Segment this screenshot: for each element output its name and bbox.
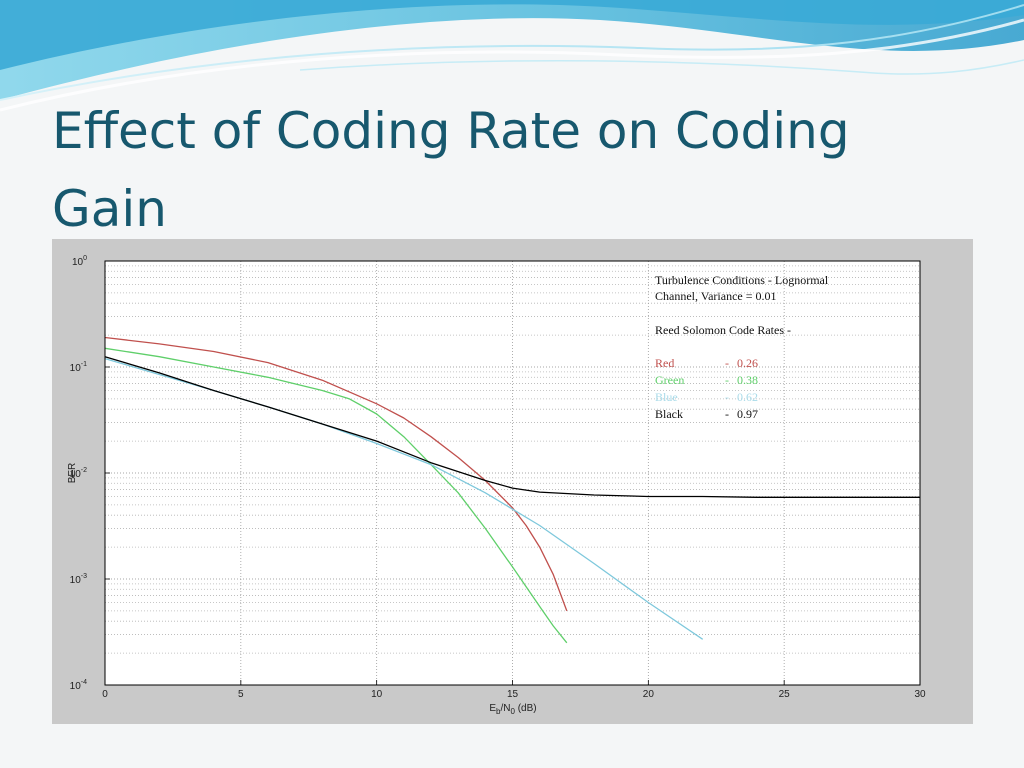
- x-axis-label: Eb/N0 (dB): [489, 703, 536, 716]
- x-tick-label: 5: [238, 689, 244, 700]
- x-tick-label: 30: [914, 689, 926, 700]
- x-tick-label: 10: [371, 689, 383, 700]
- legend-green-dash: -: [725, 373, 729, 387]
- y-tick-label: 100: [72, 255, 87, 268]
- series-line-red: [104, 336, 568, 612]
- x-tick-label: 25: [779, 689, 791, 700]
- ber-chart: 0 5 10 15 20 25 30 100 10-1 10-2 10-3 10-4 BER Eb/N…: [67, 255, 926, 716]
- legend-black-dash: -: [725, 407, 729, 421]
- y-tick-label: 10-4: [70, 679, 87, 692]
- legend-black-rate: 0.97: [737, 407, 758, 421]
- legend-green-name: Green: [655, 373, 684, 387]
- y-tick-label: 10-3: [70, 573, 87, 586]
- y-axis-label: BER: [67, 463, 78, 484]
- y-tick-label: 10-2: [70, 467, 87, 480]
- header-wave-decoration: [0, 0, 1024, 112]
- chart-annotation: Turbulence Conditions - Lognormal Channe…: [655, 273, 829, 421]
- legend-blue-dash: -: [725, 390, 729, 404]
- series-line-black: [104, 356, 920, 498]
- x-tick-label: 20: [643, 689, 655, 700]
- annotation-line-3: Reed Solomon Code Rates -: [655, 323, 791, 337]
- legend-red-dash: -: [725, 356, 729, 370]
- legend-red-name: Red: [655, 356, 674, 370]
- annotation-line-1: Turbulence Conditions - Lognormal: [655, 273, 829, 287]
- legend-blue-name: Blue: [655, 390, 678, 404]
- series-line-green: [104, 347, 568, 644]
- x-tick-label: 0: [102, 689, 108, 700]
- legend-black-name: Black: [655, 407, 683, 421]
- chart-figure: 0 5 10 15 20 25 30 100 10-1 10-2 10-3 10-4 BER Eb/N…: [52, 239, 973, 724]
- legend-green-rate: 0.38: [737, 373, 758, 387]
- annotation-line-2: Channel, Variance = 0.01: [655, 289, 777, 303]
- x-tick-label: 15: [507, 689, 519, 700]
- y-tick-label: 10-1: [70, 361, 87, 374]
- slide-title: Effect of Coding Rate on Coding Gain: [52, 102, 850, 238]
- legend-blue-rate: 0.62: [737, 390, 758, 404]
- legend-red-rate: 0.26: [737, 356, 758, 370]
